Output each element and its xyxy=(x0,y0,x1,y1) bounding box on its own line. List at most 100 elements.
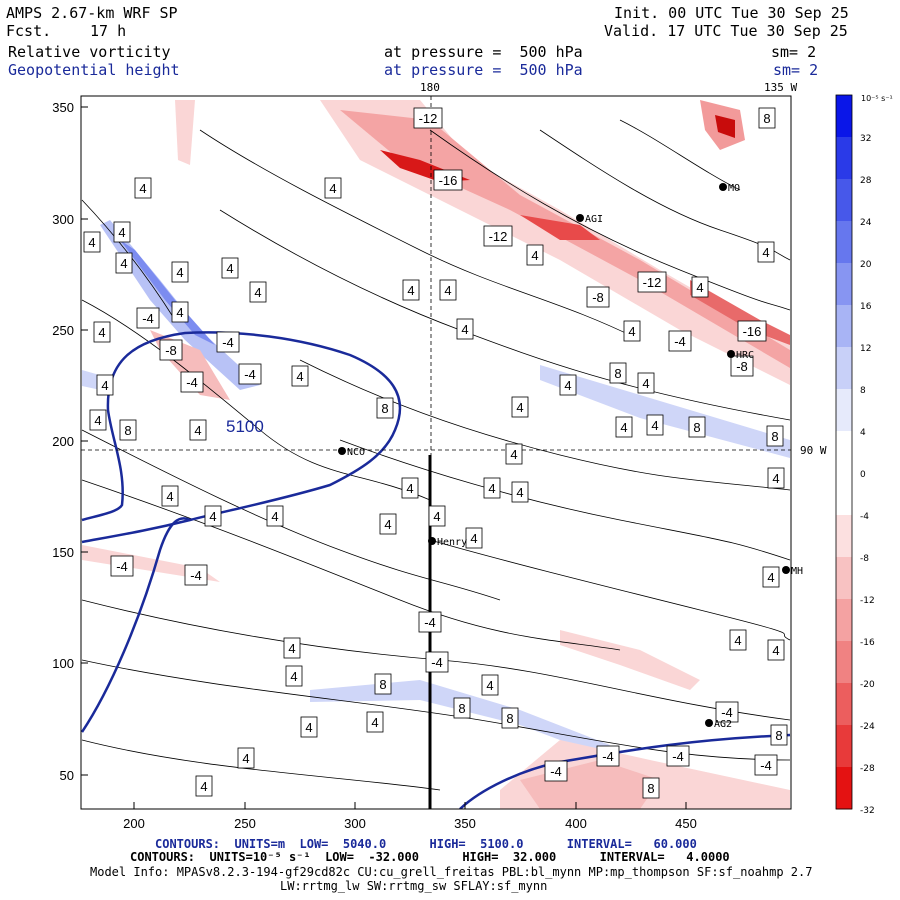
vorticity-contour xyxy=(81,479,621,651)
svg-text:8: 8 xyxy=(506,711,513,726)
svg-text:-4: -4 xyxy=(721,705,733,720)
svg-text:-4: -4 xyxy=(424,615,436,630)
svg-text:MO: MO xyxy=(728,183,740,194)
svg-text:-4: -4 xyxy=(190,568,202,583)
contour-value-label: 8 xyxy=(609,362,627,384)
contour-value-label: 4 xyxy=(559,374,577,396)
footer-vorticity-contours: CONTOURS: UNITS=10⁻⁵ s⁻¹ LOW= -32.000 HI… xyxy=(130,850,730,864)
contour-value-label: 4 xyxy=(767,639,785,661)
vorticity-contour xyxy=(429,129,791,311)
colorbar-swatch xyxy=(836,221,852,264)
svg-text:4: 4 xyxy=(444,283,451,298)
y-tick-label: 150 xyxy=(52,545,74,560)
contour-value-label: 4 xyxy=(266,505,284,527)
station-hrc: HRC xyxy=(727,350,754,361)
station-nco: NCO xyxy=(338,447,365,458)
colorbar-swatch xyxy=(836,683,852,726)
svg-text:4: 4 xyxy=(433,509,440,524)
colorbar-label: 24 xyxy=(860,218,872,228)
contour-value-label: -4 xyxy=(110,555,134,577)
contour-value-label: 4 xyxy=(83,231,101,253)
x-tick-label: 400 xyxy=(565,816,587,831)
y-tick-label: 300 xyxy=(52,212,74,227)
contour-value-label: 4 xyxy=(189,419,207,441)
svg-text:Henry: Henry xyxy=(437,537,467,548)
svg-text:HRC: HRC xyxy=(736,350,754,361)
contour-value-label: 8 xyxy=(376,397,394,419)
footer-geopotential-contours: CONTOURS: UNITS=m LOW= 5040.0 HIGH= 5100… xyxy=(155,837,697,851)
contour-value-label: 4 xyxy=(161,485,179,507)
svg-text:4: 4 xyxy=(118,225,125,240)
vorticity-contour xyxy=(199,129,641,341)
footer-model-info: Model Info: MPASv8.2.3-194-gf29cd82c CU:… xyxy=(90,865,813,879)
svg-text:4: 4 xyxy=(120,256,127,271)
contour-value-label: 4 xyxy=(113,221,131,243)
field-geopotential-level: at pressure = 500 hPa xyxy=(384,61,583,79)
svg-text:4: 4 xyxy=(98,325,105,340)
contour-value-label: 4 xyxy=(285,665,303,687)
field-vorticity-smoothing: sm= 2 xyxy=(771,43,817,61)
vorticity-contour xyxy=(81,429,501,601)
svg-text:4: 4 xyxy=(531,248,538,263)
contour-value-label: 4 xyxy=(93,321,111,343)
contour-value-label: 4 xyxy=(221,257,239,279)
svg-text:4: 4 xyxy=(564,378,571,393)
contour-value-label: 4 xyxy=(615,416,633,438)
contour-value-label: 4 xyxy=(237,747,255,769)
svg-text:4: 4 xyxy=(94,413,101,428)
svg-text:8: 8 xyxy=(614,366,621,381)
contour-value-label: -4 xyxy=(754,754,778,776)
top-longitude-180: 180 xyxy=(420,81,440,94)
svg-text:4: 4 xyxy=(88,235,95,250)
plot-frame xyxy=(80,95,792,810)
contour-value-label: 4 xyxy=(115,252,133,274)
y-tick-label: 100 xyxy=(52,656,74,671)
contour-value-label: 8 xyxy=(119,419,137,441)
svg-text:4: 4 xyxy=(516,485,523,500)
svg-text:4: 4 xyxy=(407,283,414,298)
contour-value-label: -16 xyxy=(737,320,767,342)
contour-value-label: -16 xyxy=(433,169,463,191)
svg-text:AGI: AGI xyxy=(585,214,603,225)
geopotential-contour-5100 xyxy=(81,331,402,544)
colorbar-swatch xyxy=(836,137,852,180)
colorbar-label: 8 xyxy=(860,386,866,396)
svg-text:4: 4 xyxy=(620,420,627,435)
svg-text:8: 8 xyxy=(771,429,778,444)
contour-value-label: -12 xyxy=(483,225,513,247)
colorbar-unit: 10⁻⁵ s⁻¹ xyxy=(861,94,893,103)
contour-value-label: -4 xyxy=(668,330,692,352)
contour-value-label: -8 xyxy=(159,339,183,361)
contour-value-label: 4 xyxy=(171,261,189,283)
negative-vorticity-band xyxy=(715,115,735,138)
colorbar-swatch xyxy=(836,179,852,222)
colorbar-label: -28 xyxy=(860,764,875,774)
svg-text:8: 8 xyxy=(458,701,465,716)
svg-text:4: 4 xyxy=(510,447,517,462)
svg-text:-4: -4 xyxy=(602,749,614,764)
svg-text:4: 4 xyxy=(271,509,278,524)
colorbar-swatch xyxy=(836,473,852,516)
svg-text:4: 4 xyxy=(226,261,233,276)
svg-text:4: 4 xyxy=(486,678,493,693)
svg-text:4: 4 xyxy=(176,265,183,280)
svg-text:4: 4 xyxy=(329,181,336,196)
svg-text:8: 8 xyxy=(379,677,386,692)
colorbar-label: -12 xyxy=(860,596,875,606)
colorbar-label: -8 xyxy=(860,554,869,564)
svg-text:4: 4 xyxy=(194,423,201,438)
colorbar-swatch xyxy=(836,305,852,348)
svg-text:4: 4 xyxy=(384,517,391,532)
y-tick-label: 250 xyxy=(52,323,74,338)
station-ag2: AG2 xyxy=(705,719,732,730)
contour-value-label: 4 xyxy=(767,467,785,489)
colorbar-label: -4 xyxy=(860,512,869,522)
contour-value-label: -8 xyxy=(730,355,754,377)
colorbar-swatch xyxy=(836,641,852,684)
svg-text:-4: -4 xyxy=(142,311,154,326)
x-tick-label: 250 xyxy=(234,816,256,831)
svg-text:NCO: NCO xyxy=(347,447,365,458)
svg-text:-12: -12 xyxy=(489,229,508,244)
y-tick-label: 350 xyxy=(52,100,74,115)
contour-value-label: 8 xyxy=(501,707,519,729)
